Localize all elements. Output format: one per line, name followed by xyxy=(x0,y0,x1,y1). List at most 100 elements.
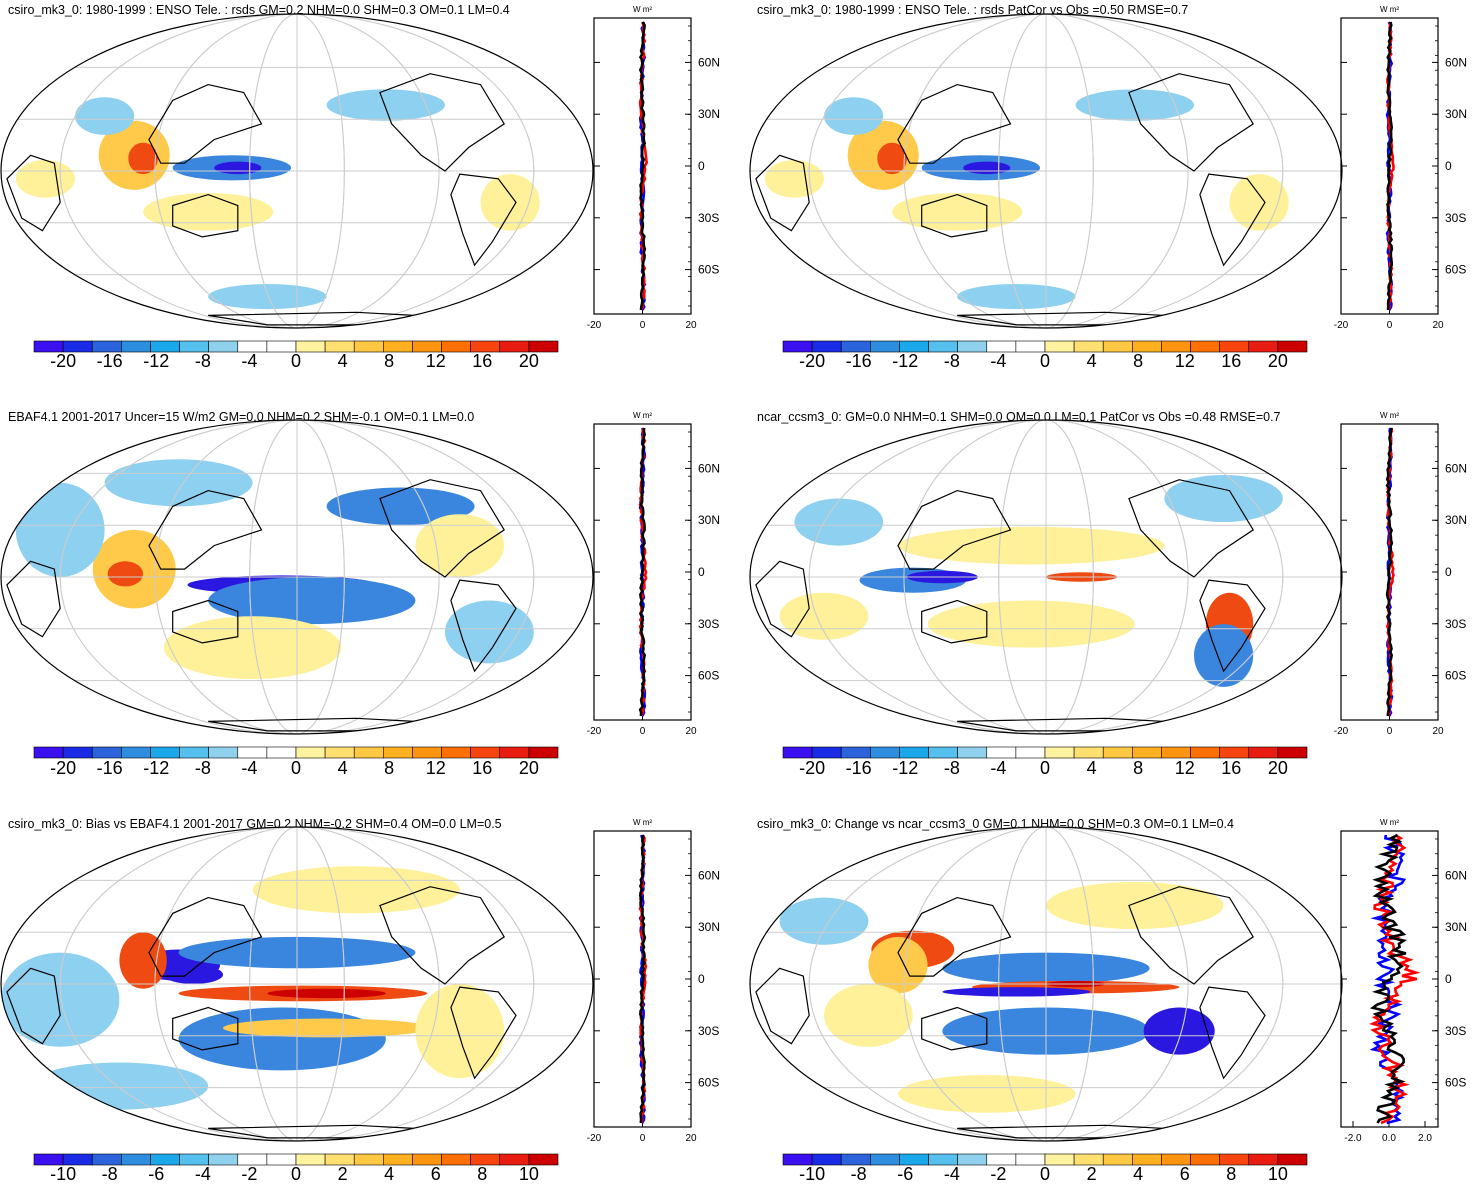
colorbar-swatch xyxy=(1277,1153,1308,1166)
coastline xyxy=(148,896,263,977)
colorbar-label: -20 xyxy=(50,758,76,778)
coastline xyxy=(148,489,263,570)
colorbar-swatch xyxy=(499,746,530,759)
profile-y-label: 30S xyxy=(1445,617,1466,631)
profile-series-line xyxy=(1369,833,1421,1125)
coastline xyxy=(172,599,239,644)
anomaly-region xyxy=(1143,1007,1215,1055)
coastline xyxy=(6,967,61,1045)
colorbar-swatch xyxy=(870,746,900,759)
panel-title: ncar_ccsm3_0: GM=0.0 NHM=0.1 SHM=0.0 OM=… xyxy=(757,410,1281,424)
anomaly-region xyxy=(868,936,928,994)
anomaly-region xyxy=(824,97,884,135)
colorbar-swatch xyxy=(1102,1153,1133,1166)
longitude-line xyxy=(903,420,1189,734)
map-border xyxy=(749,419,1343,735)
profile-x-label: 0 xyxy=(1387,726,1393,737)
colorbar-label: -16 xyxy=(97,758,123,778)
coastline xyxy=(755,154,810,232)
profile-y-label: 60S xyxy=(698,263,719,277)
coastline xyxy=(921,1006,988,1051)
anomaly-region xyxy=(1046,881,1224,930)
anomaly-region xyxy=(267,988,386,999)
anomaly-region xyxy=(927,600,1135,648)
colorbar-label: -8 xyxy=(944,758,960,778)
colorbar-label: -2 xyxy=(990,1164,1006,1184)
colorbar-swatch xyxy=(383,746,413,759)
colorbar-label: -4 xyxy=(241,758,257,778)
colorbar-swatch xyxy=(528,1153,559,1166)
colorbar-label: -8 xyxy=(851,1164,867,1184)
coastline xyxy=(921,599,988,644)
colorbar-label: 8 xyxy=(1133,758,1143,778)
profile-x-label: 20 xyxy=(1432,726,1444,737)
colorbar-label: -8 xyxy=(944,351,960,371)
coastline xyxy=(1128,886,1255,985)
coastline xyxy=(6,560,61,638)
colorbar-swatch xyxy=(1044,746,1075,759)
zonal-profile: W m² 60N 30N 0 30S 60S -20 0 20 xyxy=(587,411,720,737)
profile-series-line xyxy=(1369,833,1407,1124)
colorbar-swatch xyxy=(470,746,501,759)
coastline xyxy=(755,560,810,638)
longitude-line xyxy=(808,14,1284,328)
anomaly-region xyxy=(163,616,342,680)
colorbar-label: -8 xyxy=(102,1164,118,1184)
colorbar-label: 10 xyxy=(1268,1164,1288,1184)
colorbar-swatch xyxy=(324,746,355,759)
colorbar-swatch xyxy=(179,746,209,759)
profile-y-label: 0 xyxy=(698,565,705,579)
anomaly-region xyxy=(30,1062,209,1110)
anomaly-region xyxy=(877,142,907,175)
colorbar-swatch xyxy=(1102,746,1133,759)
colorbar-label: -16 xyxy=(846,758,872,778)
map-border xyxy=(0,419,594,735)
coastline xyxy=(1128,479,1255,578)
profile-y-label: 30S xyxy=(698,211,719,225)
panel-title: csiro_mk3_0: Change vs ncar_ccsm3_0 GM=0… xyxy=(757,817,1234,831)
colorbar-swatch xyxy=(1190,746,1220,759)
map-border xyxy=(0,826,594,1142)
colorbar: -20 -16 -12 -8 -4 0 4 8 12 16 20 xyxy=(782,340,1308,371)
panel-title: csiro_mk3_0: 1980-1999 : ENSO Tele. : rs… xyxy=(8,3,510,17)
colorbar: -10 -8 -6 -4 -2 0 2 4 6 8 10 xyxy=(33,1153,559,1184)
colorbar-label: -12 xyxy=(143,351,169,371)
colorbar-label: 8 xyxy=(384,351,394,371)
colorbar-label: 16 xyxy=(472,758,492,778)
anomaly-region xyxy=(824,984,913,1047)
anomaly-region xyxy=(119,932,167,989)
anomaly-region xyxy=(15,160,75,198)
coastline xyxy=(379,886,506,985)
colorbar-label: -12 xyxy=(892,351,918,371)
colorbar-swatch xyxy=(441,1153,471,1166)
colorbar-label: 12 xyxy=(426,351,446,371)
panel-1: csiro_mk3_0: 1980-1999 : ENSO Tele. : rs… xyxy=(0,3,720,371)
colorbar-label: 20 xyxy=(1268,758,1288,778)
profile-y-label: 60N xyxy=(698,461,720,475)
anomaly-region xyxy=(75,97,135,135)
colorbar-swatch xyxy=(1073,746,1104,759)
profile-x-label: 0.0 xyxy=(1382,1133,1396,1144)
map-field xyxy=(750,14,1342,328)
colorbar-swatch xyxy=(208,746,239,759)
coastline xyxy=(897,896,1012,977)
colorbar-label: -2 xyxy=(241,1164,257,1184)
colorbar-swatch xyxy=(1277,746,1308,759)
colorbar-label: -20 xyxy=(50,351,76,371)
profile-y-label: 30N xyxy=(1445,920,1467,934)
colorbar-swatch xyxy=(121,746,151,759)
colorbar-label: 4 xyxy=(338,758,348,778)
colorbar-label: 16 xyxy=(472,351,492,371)
coastline xyxy=(6,154,61,232)
map-field xyxy=(750,827,1342,1141)
anomaly-region xyxy=(1229,174,1289,231)
longitude-line xyxy=(998,14,1094,328)
map-field xyxy=(750,420,1342,734)
profile-y-label: 30S xyxy=(1445,1024,1466,1038)
profile-y-label: 0 xyxy=(1445,972,1452,986)
colorbar-swatch xyxy=(840,746,871,759)
colorbar-label: 8 xyxy=(1226,1164,1236,1184)
colorbar-label: -6 xyxy=(148,1164,164,1184)
longitude-line xyxy=(59,14,535,328)
